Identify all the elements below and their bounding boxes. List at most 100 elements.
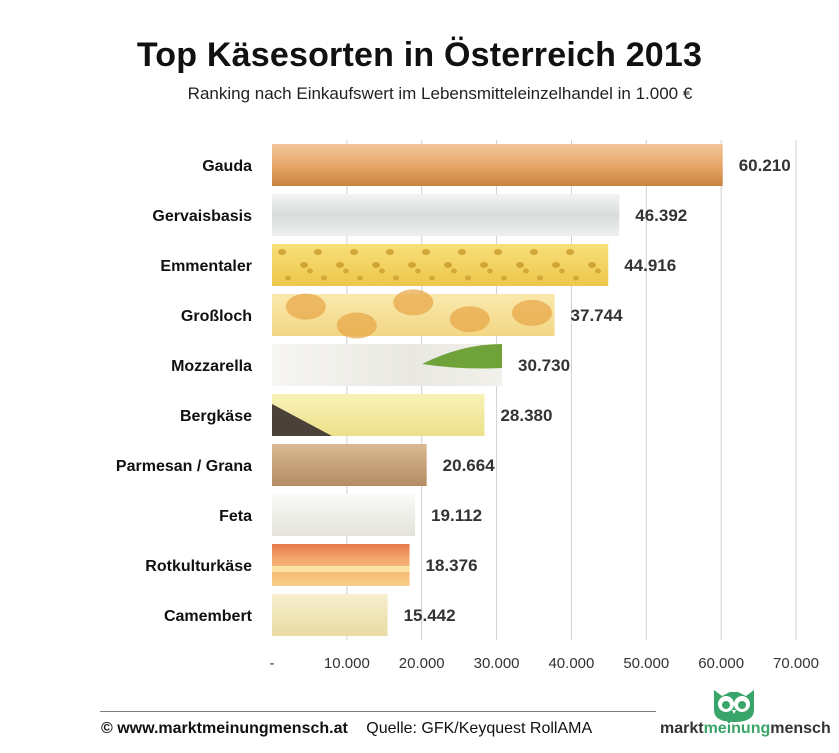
value-label: 15.442 bbox=[404, 606, 456, 625]
x-tick-label: 70.000 bbox=[773, 655, 819, 672]
texture-hole bbox=[465, 275, 471, 281]
bar-rect bbox=[272, 544, 410, 586]
category-label: Großloch bbox=[181, 308, 252, 325]
bar bbox=[272, 194, 620, 236]
texture-hole bbox=[449, 306, 490, 333]
footer-website[interactable]: © www.marktmeinungmensch.at bbox=[101, 720, 348, 737]
category-label: Gervaisbasis bbox=[152, 208, 252, 225]
value-label: 60.210 bbox=[739, 156, 791, 175]
category-label: Parmesan / Grana bbox=[116, 458, 252, 475]
value-label: 19.112 bbox=[431, 506, 482, 525]
bar bbox=[272, 594, 388, 636]
brand-logo: marktmeinungmensch bbox=[660, 684, 836, 744]
category-label: Mozzarella bbox=[171, 358, 252, 375]
bar-rect bbox=[272, 444, 427, 486]
texture-rind bbox=[272, 404, 332, 436]
texture-hole bbox=[552, 262, 560, 268]
texture-hole bbox=[408, 262, 416, 268]
bar bbox=[272, 344, 503, 386]
texture-hole bbox=[422, 249, 430, 255]
texture-hole bbox=[451, 268, 457, 274]
texture-hole bbox=[336, 262, 344, 268]
value-label: 46.392 bbox=[635, 206, 687, 225]
value-label: 28.380 bbox=[500, 406, 552, 425]
category-label: Emmentaler bbox=[160, 258, 252, 275]
texture-hole bbox=[480, 262, 488, 268]
bar-rect bbox=[272, 144, 723, 186]
texture-hole bbox=[559, 268, 565, 274]
footer-source: Quelle: GFK/Keyquest RollAMA bbox=[366, 720, 593, 737]
texture-hole bbox=[494, 249, 502, 255]
category-labels: Gauda Gervaisbasis Emmentaler Großloch Mozza… bbox=[116, 158, 253, 625]
texture-hole bbox=[379, 268, 385, 274]
bar bbox=[272, 289, 555, 339]
texture-layer bbox=[272, 566, 410, 572]
value-labels: 60.210 46.392 44.916 37.744 30.730 28.380 20.6… bbox=[404, 156, 791, 625]
bars bbox=[272, 144, 723, 636]
chart-title: Top Käsesorten in Österreich 2013 bbox=[136, 36, 703, 74]
bar bbox=[272, 544, 410, 586]
texture-hole bbox=[530, 249, 538, 255]
bar bbox=[272, 494, 416, 536]
footer: © www.marktmeinungmensch.at Quelle: GFK/… bbox=[101, 720, 592, 738]
x-tick-label: - bbox=[270, 655, 275, 672]
x-tick-label: 40.000 bbox=[548, 655, 594, 672]
texture-hole bbox=[285, 293, 326, 320]
value-label: 30.730 bbox=[518, 356, 570, 375]
texture-hole bbox=[300, 262, 308, 268]
texture-hole bbox=[393, 289, 434, 316]
bar bbox=[272, 444, 427, 486]
bar-rect bbox=[272, 494, 416, 536]
bar-rect bbox=[272, 594, 388, 636]
bar bbox=[272, 244, 609, 286]
chart-subtitle: Ranking nach Einkaufswert im Lebensmitte… bbox=[187, 84, 693, 103]
bar-rect bbox=[272, 194, 620, 236]
texture-hole bbox=[386, 249, 394, 255]
texture-hole bbox=[307, 268, 313, 274]
bar bbox=[272, 394, 485, 436]
value-label: 37.744 bbox=[571, 306, 624, 325]
texture-hole bbox=[595, 268, 601, 274]
texture-hole bbox=[516, 262, 524, 268]
x-tick-label: 10.000 bbox=[324, 655, 370, 672]
texture-hole bbox=[573, 275, 579, 281]
footer-divider bbox=[100, 711, 656, 712]
texture-hole bbox=[501, 275, 507, 281]
texture-hole bbox=[415, 268, 421, 274]
texture-hole bbox=[393, 275, 399, 281]
texture-hole bbox=[566, 249, 574, 255]
texture-hole bbox=[444, 262, 452, 268]
texture-hole bbox=[321, 275, 327, 281]
category-label: Bergkäse bbox=[180, 408, 252, 425]
texture-hole bbox=[350, 249, 358, 255]
x-tick-label: 20.000 bbox=[399, 655, 445, 672]
texture-hole bbox=[372, 262, 380, 268]
texture-hole bbox=[278, 249, 286, 255]
texture-hole bbox=[336, 312, 377, 339]
category-label: Rotkulturkäse bbox=[145, 558, 252, 575]
category-label: Camembert bbox=[164, 608, 253, 625]
bar-chart: Gauda Gervaisbasis Emmentaler Großloch Mozza… bbox=[116, 140, 819, 672]
owl-icon bbox=[714, 690, 754, 722]
category-label: Feta bbox=[219, 508, 252, 525]
texture-hole bbox=[487, 268, 493, 274]
x-axis-ticks: - 10.000 20.000 30.000 40.000 50.000 60.000 70.… bbox=[270, 655, 819, 672]
x-tick-label: 30.000 bbox=[474, 655, 520, 672]
texture-leaf bbox=[422, 344, 503, 369]
bar bbox=[272, 144, 723, 186]
texture-hole bbox=[458, 249, 466, 255]
texture-hole bbox=[429, 275, 435, 281]
value-label: 18.376 bbox=[426, 556, 478, 575]
x-tick-label: 60.000 bbox=[698, 655, 744, 672]
value-label: 20.664 bbox=[443, 456, 496, 475]
texture-hole bbox=[343, 268, 349, 274]
texture-hole bbox=[285, 275, 291, 281]
texture-hole bbox=[537, 275, 543, 281]
category-label: Gauda bbox=[202, 158, 252, 175]
logo-wordmark: marktmeinungmensch bbox=[660, 720, 831, 737]
texture-hole bbox=[523, 268, 529, 274]
texture-hole bbox=[314, 249, 322, 255]
texture-hole bbox=[588, 262, 596, 268]
texture-hole bbox=[511, 299, 552, 326]
value-label: 44.916 bbox=[624, 256, 676, 275]
